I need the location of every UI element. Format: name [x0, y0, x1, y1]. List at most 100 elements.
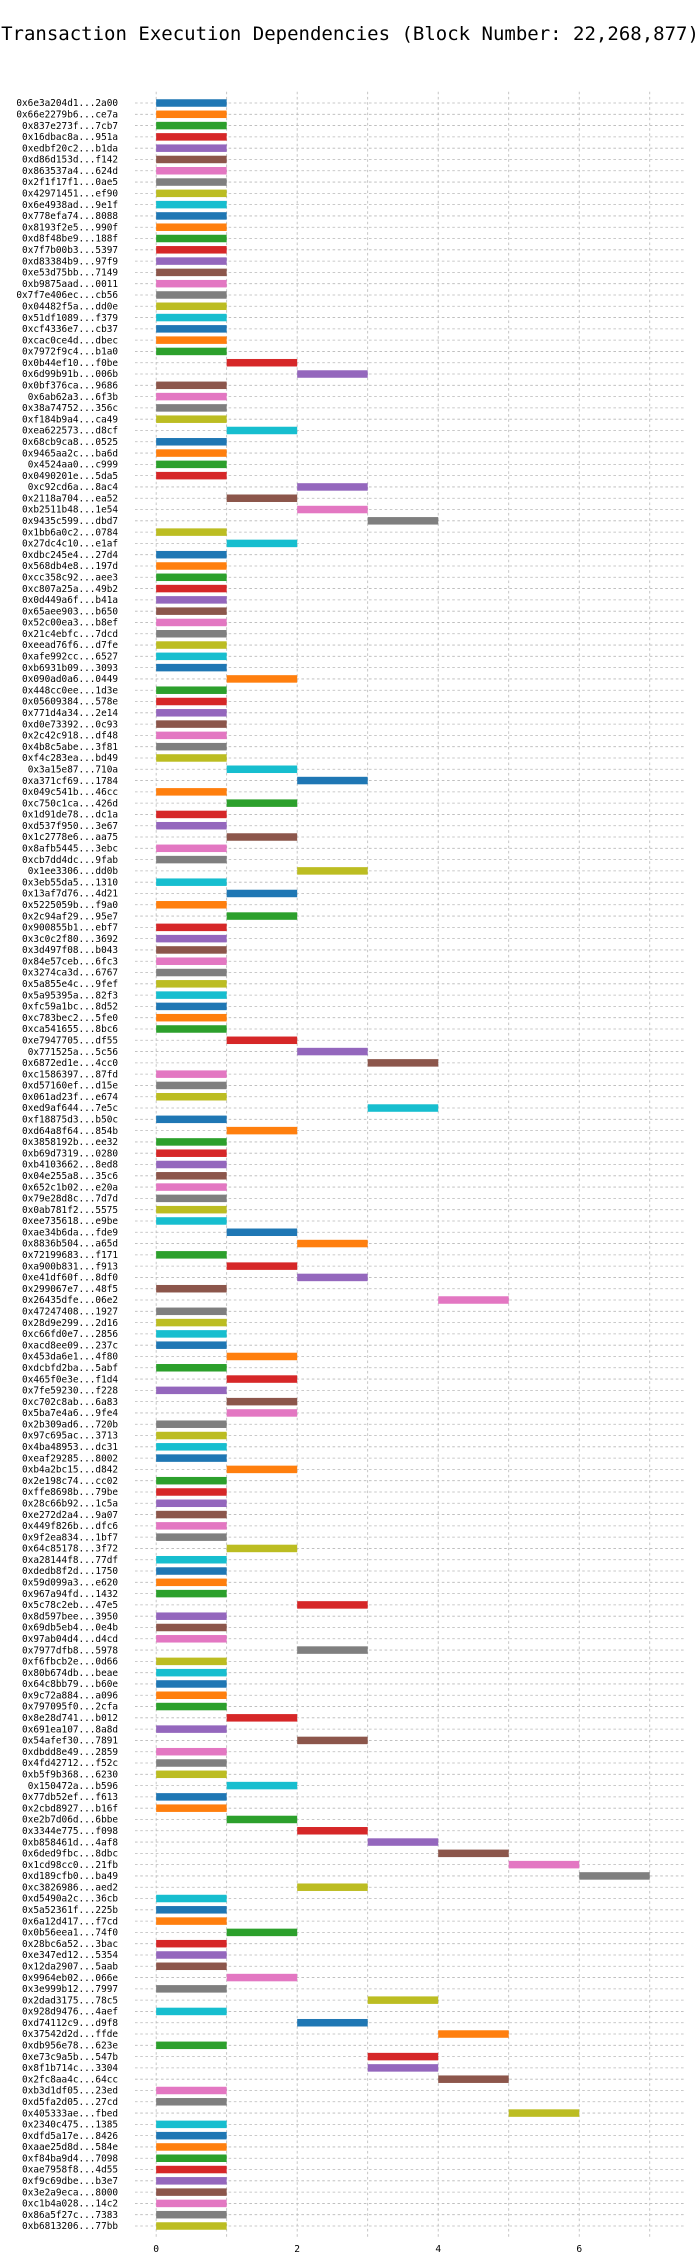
- bar: [156, 1284, 227, 1293]
- bar: [156, 652, 227, 661]
- y-tick-label: 0x52c00ea3...b8ef: [22, 618, 118, 629]
- bar: [156, 2120, 227, 2129]
- y-tick-label: 0x5a855e4c...9fef: [22, 979, 118, 990]
- bar: [508, 1860, 580, 1869]
- y-tick-label: 0xb4a2bc15...d842: [22, 1465, 118, 1476]
- bar: [579, 1872, 650, 1880]
- y-tick-label: 0x3344e775...f098: [22, 1826, 118, 1837]
- y-tick-label: 0x38a74752...356c: [22, 403, 118, 414]
- y-tick-label: 0x6e3a204d1...2a00: [16, 98, 118, 109]
- y-tick-label: 0xd537f950...3e67: [22, 821, 118, 832]
- y-tick-label: 0x16dbac8a...951a: [22, 132, 118, 143]
- y-tick-label: 0x86a5f27c...7383: [22, 2210, 118, 2221]
- y-tick-label: 0xd5490a2c...36cb: [22, 1894, 118, 1905]
- y-tick-label: 0xafe992cc...6527: [22, 652, 118, 663]
- bar: [156, 1364, 227, 1372]
- y-tick-label: 0x64c8bb79...b60e: [22, 1679, 118, 1690]
- y-tick-label: 0x299067e7...48f5: [22, 1284, 118, 1295]
- y-tick-label: 0x0d449a6f...b41a: [22, 595, 118, 606]
- bar: [367, 1059, 439, 1067]
- bar: [156, 1160, 227, 1169]
- y-tick-label: 0xc702c8ab...6a83: [22, 1397, 118, 1408]
- y-tick-label: 0xdfd5a17e...8426: [22, 2131, 118, 2142]
- y-tick-label: 0x0b44ef10...f0be: [22, 358, 118, 369]
- y-tick-label: 0xeead76f6...d7fe: [22, 640, 118, 651]
- bar: [226, 1928, 298, 1937]
- y-tick-label: 0x9f2ea834...1bf7: [22, 1532, 118, 1543]
- y-tick-label: 0x6ab62a3...6f3b: [28, 392, 119, 403]
- y-tick-label: 0x568db4e8...197d: [22, 561, 118, 572]
- bar: [156, 1307, 227, 1316]
- bar: [367, 1838, 439, 1846]
- bar: [156, 167, 227, 175]
- bar: [297, 1047, 368, 1056]
- bar: [156, 392, 227, 401]
- y-tick-label: 0x4b8c5abe...3f81: [22, 742, 118, 753]
- bar: [156, 234, 227, 243]
- bar: [156, 618, 227, 627]
- bar: [226, 1714, 298, 1722]
- bar: [156, 257, 227, 265]
- bar: [438, 2030, 509, 2038]
- y-tick-label: 0xcc358c92...aee3: [22, 572, 118, 583]
- bar: [156, 1951, 227, 1959]
- y-tick-label: 0xc783bec2...5fe0: [22, 1013, 118, 1024]
- bar: [156, 1138, 227, 1146]
- bar: [156, 844, 227, 853]
- bar: [156, 923, 227, 932]
- y-tick-label: 0x37542d2d...ffde: [22, 2029, 118, 2040]
- bar: [438, 1849, 509, 1858]
- bar: [156, 2222, 227, 2230]
- y-tick-label: 0x2f1f17f1...0ae5: [22, 177, 118, 188]
- y-tick-label: 0x6e4938ad...9e1f: [22, 200, 118, 211]
- bar: [297, 1646, 368, 1654]
- bar: [226, 494, 298, 502]
- bar: [156, 2143, 227, 2151]
- bar: [156, 1793, 227, 1801]
- y-tick-label: 0xf84ba9d4...7098: [22, 2153, 118, 2164]
- y-tick-label: 0x9964eb02...066e: [22, 1973, 118, 1984]
- bar: [156, 1341, 227, 1349]
- bar: [156, 1431, 227, 1440]
- y-tick-label: 0x771d4a34...2e14: [22, 708, 118, 719]
- y-tick-label: 0xd8f48be9...188f: [22, 234, 118, 245]
- bar: [156, 607, 227, 615]
- bar: [156, 246, 227, 254]
- y-tick-label: 0x453da6e1...4f80: [22, 1352, 118, 1363]
- bar: [156, 1081, 227, 1090]
- bar: [297, 370, 368, 378]
- y-tick-label: 0x2cbd8927...b16f: [22, 1803, 118, 1814]
- bar: [156, 1149, 227, 1157]
- y-tick-label: 0x2b309ad6...720b: [22, 1419, 118, 1430]
- bar: [156, 404, 227, 412]
- bar: [156, 1070, 227, 1078]
- y-tick-label: 0x5c78c2eb...47e5: [22, 1600, 118, 1611]
- bar: [226, 799, 298, 807]
- y-tick-label: 0x9465aa2c...ba6d: [22, 448, 118, 459]
- bar: [156, 1330, 227, 1338]
- y-tick-label: 0x28c66b92...1c5a: [22, 1498, 118, 1509]
- y-tick-label: 0xc807a25a...49b2: [22, 584, 118, 595]
- bar: [156, 2086, 227, 2095]
- bar: [156, 144, 227, 152]
- bar: [156, 1747, 227, 1756]
- bar: [226, 1465, 298, 1474]
- bar: [367, 1996, 439, 2004]
- y-tick-label: 0x9435c599...dbd7: [22, 516, 118, 527]
- y-tick-label: 0xed9af644...7e5c: [22, 1103, 118, 1114]
- bar: [156, 460, 227, 469]
- y-tick-label: 0x2e198c74...cc02: [22, 1476, 118, 1487]
- y-tick-label: 0xee735618...e9be: [22, 1216, 118, 1227]
- y-tick-label: 0xf9c69dbe...b3e7: [22, 2176, 118, 2187]
- bar: [297, 867, 368, 875]
- y-tick-label: 0x1ee3306...dd0b: [28, 866, 119, 877]
- y-tick-label: 0xb6931b09...3093: [22, 663, 118, 674]
- y-tick-label: 0xb4103662...8ed8: [22, 1160, 118, 1171]
- bar: [297, 1239, 368, 1248]
- y-tick-label: 0x8193f2e5...990f: [22, 222, 118, 233]
- y-tick-label: 0xb3d1df05...23ed: [22, 2086, 118, 2097]
- bar: [156, 1725, 227, 1733]
- y-tick-label: 0xd5fa2d05...27cd: [22, 2097, 118, 2108]
- bar: [226, 358, 298, 367]
